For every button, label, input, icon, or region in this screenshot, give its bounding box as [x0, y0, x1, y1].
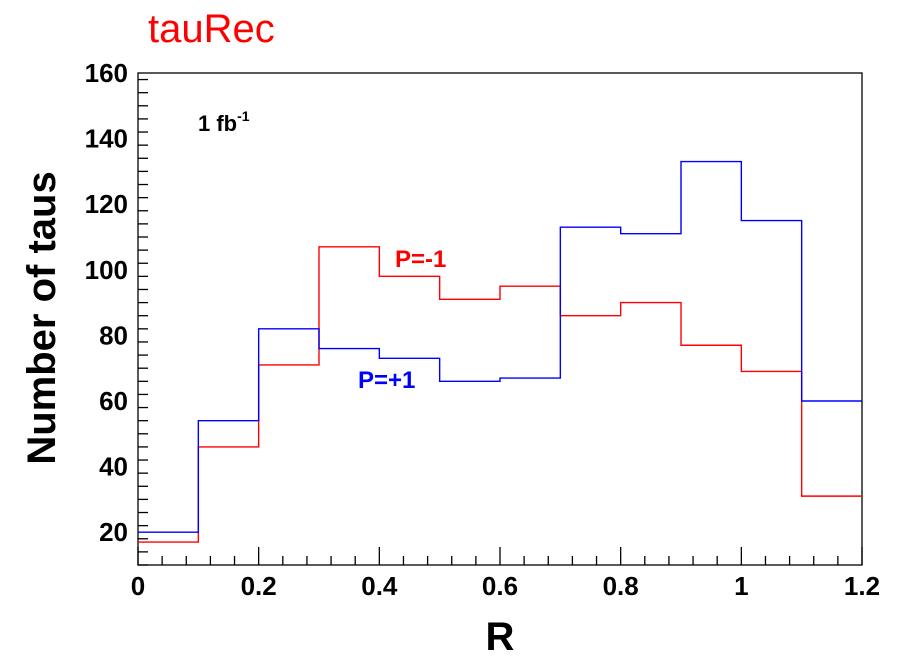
- x-tick-label: 1.2: [844, 571, 880, 601]
- x-tick-label: 0.4: [361, 571, 398, 601]
- y-axis-label: Number of taus: [20, 171, 64, 464]
- luminosity-superscript: -1: [237, 108, 250, 124]
- y-tick-label: 100: [85, 255, 128, 285]
- series-label-p-plus-1: P=+1: [358, 367, 415, 394]
- y-tick-label: 160: [85, 58, 128, 88]
- x-tick-label: 0.2: [241, 571, 277, 601]
- x-axis: 0 0.2 0.4 0.6 0.8 1 1.2: [131, 547, 880, 601]
- plot-area-border: [137, 72, 863, 566]
- series-label-p-minus-1: P=-1: [395, 246, 446, 273]
- y-tick-label: 140: [85, 124, 128, 154]
- y-tick-label: 120: [85, 189, 128, 219]
- y-tick-label: 20: [99, 517, 128, 547]
- x-tick-label: 0: [131, 571, 145, 601]
- y-axis: 20 40 60 80 100 120 140 160: [85, 58, 148, 566]
- x-tick-label: 0.6: [482, 571, 518, 601]
- series-layer: [138, 160, 862, 543]
- chart-title: tauRec: [148, 7, 275, 51]
- x-tick-label: 1: [734, 571, 748, 601]
- y-tick-label: 80: [99, 320, 128, 350]
- y-tick-label: 40: [99, 452, 128, 482]
- series-line-0: [138, 246, 862, 543]
- x-axis-label: R: [486, 615, 515, 656]
- x-tick-label: 0.8: [603, 571, 639, 601]
- y-tick-label: 60: [99, 386, 128, 416]
- luminosity-annotation: 1 fb-1: [198, 108, 250, 136]
- plot-frame: [137, 72, 863, 566]
- luminosity-base: 1 fb: [198, 111, 237, 136]
- series-line-1: [138, 160, 862, 533]
